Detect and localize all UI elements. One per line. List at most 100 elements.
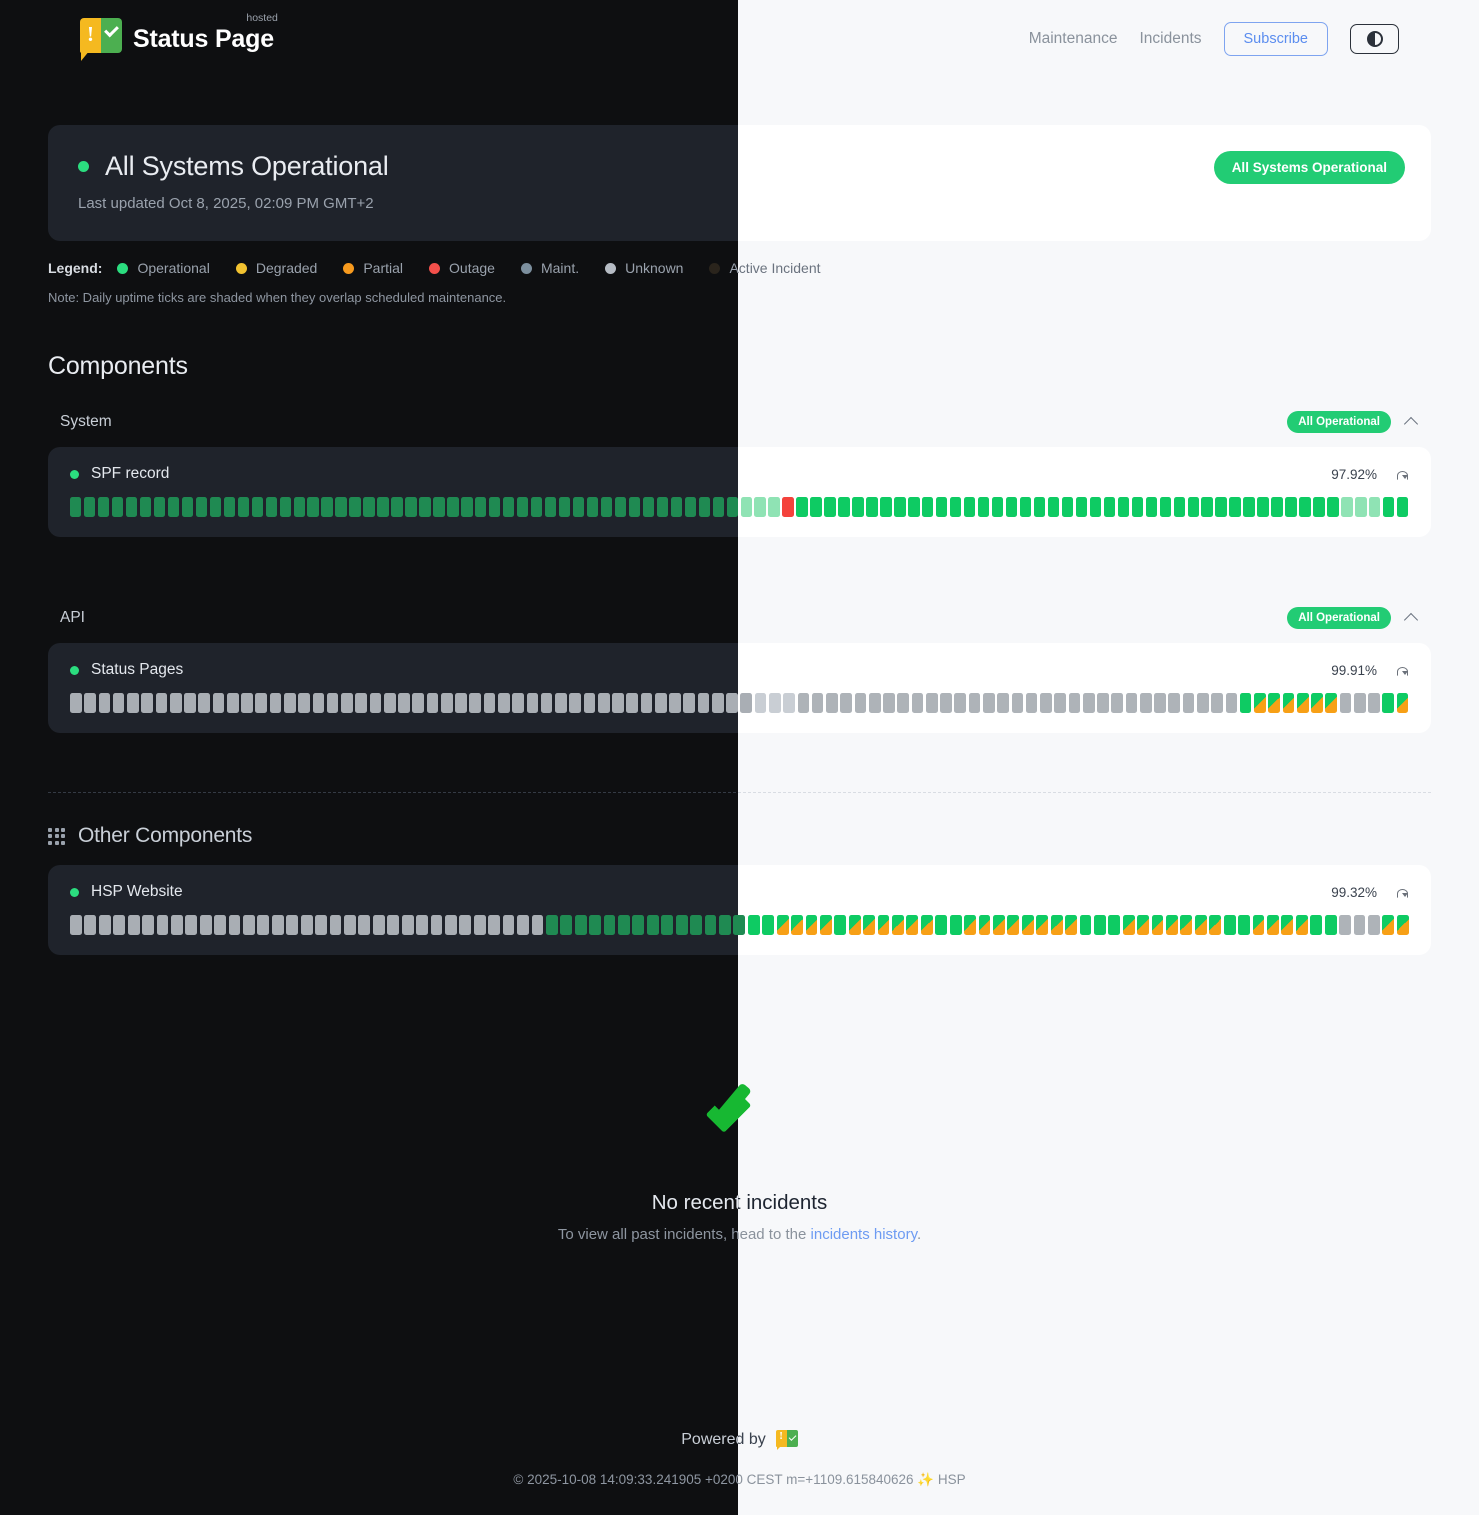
uptime-tick[interactable] (1243, 497, 1255, 517)
uptime-tick[interactable] (139, 497, 152, 517)
uptime-tick[interactable] (1187, 497, 1199, 517)
uptime-tick[interactable] (70, 693, 82, 713)
uptime-tick[interactable] (1180, 915, 1193, 935)
uptime-tick[interactable] (683, 693, 696, 713)
uptime-tick[interactable] (398, 693, 410, 713)
uptime-tick[interactable] (936, 497, 948, 517)
uptime-tick[interactable] (335, 497, 347, 517)
uptime-tick[interactable] (257, 915, 270, 935)
uptime-tick[interactable] (540, 693, 553, 713)
uptime-tick[interactable] (1397, 497, 1409, 517)
uptime-tick[interactable] (372, 915, 385, 935)
uptime-tick[interactable] (754, 497, 766, 517)
uptime-tick[interactable] (612, 693, 624, 713)
uptime-tick[interactable] (97, 497, 110, 517)
uptime-tick[interactable] (954, 693, 967, 713)
uptime-tick[interactable] (502, 915, 515, 935)
uptime-tick[interactable] (834, 915, 847, 935)
uptime-tick[interactable] (805, 915, 818, 935)
uptime-tick[interactable] (754, 693, 767, 713)
uptime-tick[interactable] (661, 915, 674, 935)
incidents-history-link[interactable]: incidents history (810, 1226, 917, 1243)
uptime-tick[interactable] (98, 693, 111, 713)
uptime-tick[interactable] (1225, 693, 1238, 713)
uptime-tick[interactable] (459, 915, 472, 935)
uptime-tick[interactable] (212, 693, 225, 713)
uptime-tick[interactable] (740, 693, 753, 713)
uptime-tick[interactable] (209, 497, 222, 517)
uptime-tick[interactable] (1047, 497, 1060, 517)
uptime-tick[interactable] (782, 497, 794, 517)
uptime-tick[interactable] (656, 497, 669, 517)
uptime-tick[interactable] (84, 693, 96, 713)
uptime-tick[interactable] (223, 497, 236, 517)
uptime-tick[interactable] (1383, 497, 1395, 517)
uptime-tick[interactable] (597, 693, 610, 713)
uptime-tick[interactable] (863, 915, 876, 935)
uptime-tick[interactable] (1061, 497, 1074, 517)
uptime-tick[interactable] (170, 915, 183, 935)
uptime-tick[interactable] (391, 497, 403, 517)
uptime-tick[interactable] (600, 497, 613, 517)
nav-link-maintenance[interactable]: Maintenance (1028, 30, 1118, 47)
uptime-tick[interactable] (1353, 915, 1366, 935)
uptime-tick[interactable] (401, 915, 414, 935)
uptime-tick[interactable] (935, 915, 948, 935)
uptime-tick[interactable] (1111, 693, 1124, 713)
uptime-tick[interactable] (1019, 497, 1032, 517)
uptime-tick[interactable] (1313, 497, 1325, 517)
uptime-tick[interactable] (307, 497, 319, 517)
uptime-tick[interactable] (949, 915, 962, 935)
uptime-tick[interactable] (738, 915, 746, 935)
uptime-tick[interactable] (1229, 497, 1241, 517)
uptime-tick[interactable] (726, 497, 738, 517)
uptime-tick[interactable] (697, 693, 710, 713)
uptime-tick[interactable] (155, 693, 168, 713)
uptime-tick[interactable] (98, 915, 111, 935)
uptime-tick[interactable] (684, 497, 696, 517)
uptime-tick[interactable] (670, 497, 683, 517)
uptime-tick[interactable] (1159, 497, 1171, 517)
uptime-tick[interactable] (1025, 693, 1038, 713)
uptime-tick[interactable] (447, 497, 459, 517)
uptime-tick[interactable] (1007, 915, 1020, 935)
uptime-tick[interactable] (214, 915, 227, 935)
uptime-tick[interactable] (726, 693, 738, 713)
uptime-tick[interactable] (894, 497, 906, 517)
uptime-tick[interactable] (589, 915, 602, 935)
refresh-icon[interactable] (1395, 885, 1409, 899)
uptime-tick[interactable] (1131, 497, 1143, 517)
uptime-tick[interactable] (838, 497, 850, 517)
uptime-tick[interactable] (1281, 915, 1294, 935)
uptime-tick[interactable] (526, 693, 539, 713)
uptime-tick[interactable] (1054, 693, 1066, 713)
uptime-tick[interactable] (628, 497, 641, 517)
uptime-tick[interactable] (911, 693, 924, 713)
uptime-tick[interactable] (279, 497, 291, 517)
uptime-tick[interactable] (444, 915, 457, 935)
uptime-tick[interactable] (733, 915, 738, 935)
uptime-tick[interactable] (70, 497, 82, 517)
uptime-tick[interactable] (1182, 693, 1195, 713)
uptime-tick[interactable] (950, 497, 962, 517)
uptime-tick[interactable] (512, 693, 524, 713)
uptime-tick[interactable] (112, 693, 125, 713)
uptime-tick[interactable] (747, 915, 760, 935)
uptime-tick[interactable] (920, 915, 933, 935)
uptime-tick[interactable] (113, 915, 126, 935)
uptime-tick[interactable] (1396, 693, 1409, 713)
uptime-tick[interactable] (315, 915, 327, 935)
uptime-tick[interactable] (852, 497, 864, 517)
uptime-tick[interactable] (1036, 915, 1049, 935)
uptime-tick[interactable] (868, 693, 881, 713)
uptime-tick[interactable] (642, 497, 655, 517)
uptime-tick[interactable] (826, 693, 838, 713)
uptime-tick[interactable] (883, 693, 895, 713)
uptime-tick[interactable] (1079, 915, 1092, 935)
uptime-tick[interactable] (341, 693, 353, 713)
uptime-tick[interactable] (1173, 497, 1185, 517)
uptime-tick[interactable] (586, 497, 599, 517)
uptime-tick[interactable] (1209, 915, 1222, 935)
uptime-tick[interactable] (1040, 693, 1052, 713)
uptime-tick[interactable] (1065, 915, 1077, 935)
